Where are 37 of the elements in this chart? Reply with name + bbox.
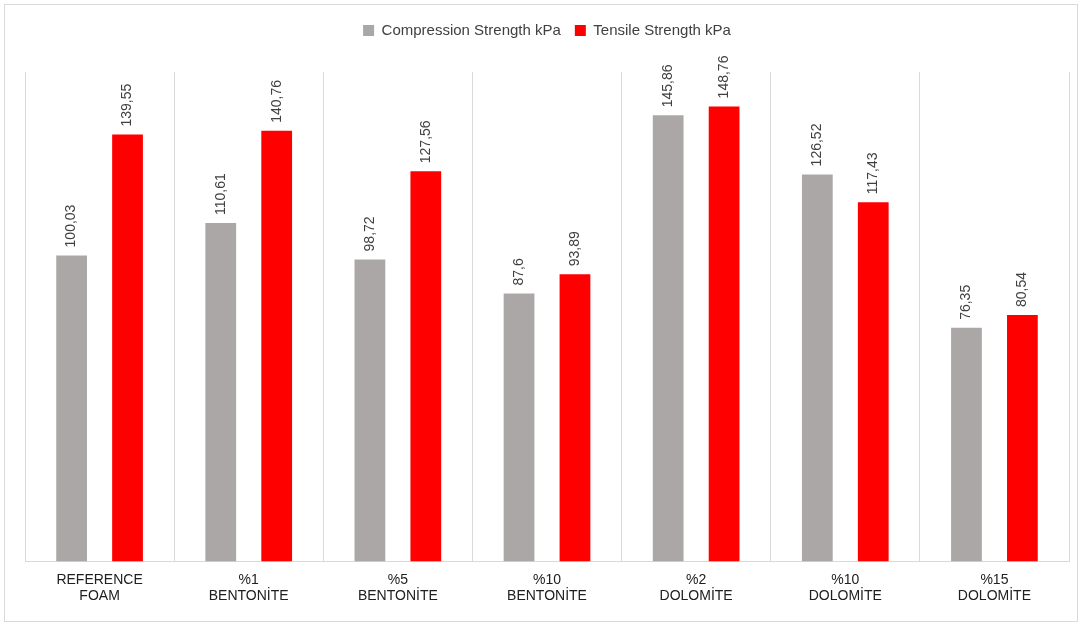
x-tick-label: %2 DOLOMİTE	[659, 570, 733, 604]
data-label: 117,43	[864, 152, 881, 195]
bar	[1007, 315, 1038, 562]
bar	[112, 134, 143, 562]
data-label: 126,52	[808, 123, 825, 167]
x-tick-label: REFERENCE FOAM	[56, 570, 143, 604]
bar	[410, 171, 442, 562]
x-tick-label: %10 DOLOMİTE	[808, 570, 882, 604]
data-label: 139,55	[118, 83, 135, 127]
bar	[857, 202, 889, 562]
bar	[503, 293, 535, 562]
bar	[708, 106, 740, 562]
bar	[261, 130, 293, 562]
data-label: 87,6	[509, 257, 526, 286]
bar	[56, 255, 87, 562]
legend-label: Compression Strength kPa	[381, 20, 562, 38]
data-label: 98,72	[360, 216, 377, 252]
data-label: 148,76	[714, 55, 731, 99]
data-label: 76,35	[957, 284, 974, 320]
data-label: 127,56	[416, 120, 433, 164]
x-tick-label: %5 BENTONİTE	[357, 570, 438, 604]
x-tick-label: %10 BENTONİTE	[507, 570, 587, 604]
legend-label: Tensile Strength kPa	[593, 20, 732, 38]
data-label: 140,76	[267, 79, 284, 123]
x-tick-label: %1 BENTONİTE	[208, 570, 289, 604]
bar	[801, 174, 833, 562]
bar	[951, 327, 982, 562]
data-label: 145,86	[659, 64, 676, 108]
bar	[354, 259, 386, 562]
x-tick-label: %15 DOLOMİTE	[957, 570, 1031, 604]
data-label: 93,89	[565, 230, 582, 267]
data-label: 80,54	[1013, 271, 1030, 308]
data-label: 110,61	[211, 173, 228, 216]
bar	[559, 274, 591, 562]
bar	[205, 223, 237, 562]
data-label: 100,03	[62, 204, 79, 248]
bar	[652, 115, 684, 562]
